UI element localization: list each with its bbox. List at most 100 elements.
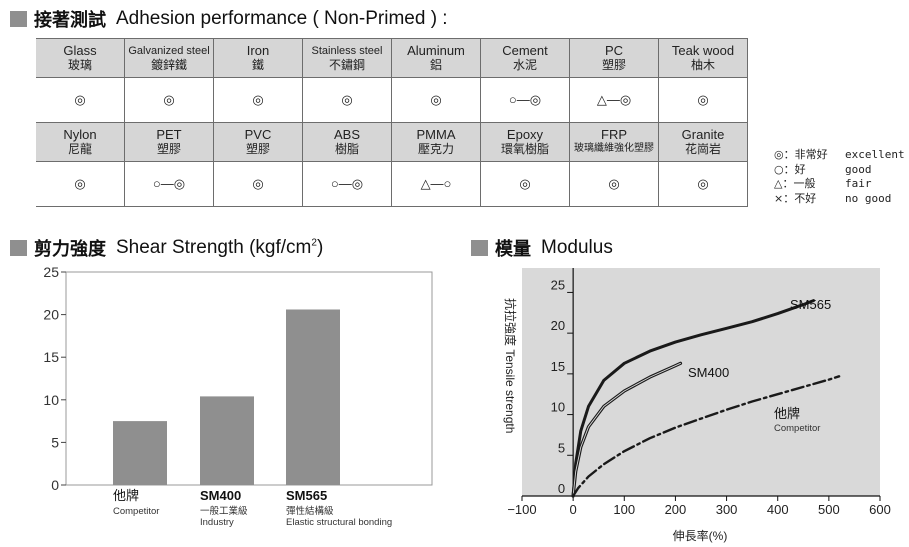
rating-cell: ○—◎	[480, 77, 570, 123]
rating-cell: ○—◎	[302, 161, 392, 207]
y-tick-label: 5	[51, 434, 59, 450]
rating-cell: ◎	[391, 77, 481, 123]
x-tick-label: 300	[716, 502, 738, 517]
material-name-zh: 水泥	[512, 58, 537, 72]
material-name-en: PET	[156, 127, 182, 142]
legend-symbol: ◎：非常好	[774, 148, 828, 161]
material-name-zh: 塑膠	[601, 58, 626, 72]
material-name-en: PMMA	[416, 127, 456, 142]
plot-background	[522, 268, 880, 496]
material-name-zh: 鍍鋅鐵	[150, 58, 187, 72]
rating-cell: ◎	[36, 161, 125, 207]
category-label: SM565	[286, 488, 327, 503]
material-name-en: Epoxy	[506, 127, 544, 142]
rating-cell: ◎	[569, 161, 659, 207]
material-cell: Glass 玻璃	[36, 38, 125, 78]
category-label: 他牌	[113, 488, 139, 503]
material-cell: Stainless steel 不鏽鋼	[302, 38, 392, 78]
material-name-zh: 塑膠	[245, 142, 270, 156]
material-name-zh: 鐵	[251, 58, 264, 72]
material-cell: PMMA 壓克力	[391, 122, 481, 162]
adhesion-table: Glass 玻璃 Galvanized steel 鍍鋅鐵 Iron 鐵 Stainless…	[36, 38, 748, 207]
legend-text: excellent	[845, 148, 905, 161]
shear-title-en: Shear Strength (kgf/cm2)	[116, 237, 324, 258]
y-tick-label: 5	[558, 440, 565, 455]
material-cell: Galvanized steel 鍍鋅鐵	[124, 38, 214, 78]
series-sublabel: Competitor	[774, 423, 820, 434]
bar	[113, 421, 167, 485]
shear-title-zh: 剪力強度	[34, 239, 106, 260]
material-name-en: PC	[604, 43, 624, 58]
section-marker	[10, 11, 27, 27]
material-name-zh: 壓克力	[417, 142, 454, 156]
rating-cell: ◎	[36, 77, 125, 123]
y-tick-label: 0	[558, 481, 565, 496]
rating-cell: △—◎	[569, 77, 659, 123]
x-tick-label: 500	[818, 502, 840, 517]
legend-item: ×：不好 no good	[774, 192, 905, 207]
rating-cell: ◎	[124, 77, 214, 123]
x-tick-label: 0	[570, 502, 577, 517]
material-name-en: Granite	[681, 127, 725, 142]
category-sublabel: 一般工業級	[200, 505, 248, 517]
material-name-zh: 玻璃	[67, 58, 92, 72]
material-name-en: Galvanized steel	[128, 45, 210, 57]
adhesion-section-title: 接著測試 Adhesion performance ( Non-Primed )…	[10, 6, 448, 32]
material-name-zh: 不鏽鋼	[328, 58, 365, 72]
rating-cell: ○—◎	[124, 161, 214, 207]
category-sublabel: Competitor	[113, 506, 159, 517]
y-axis-label: 抗拉強度 Tensile strength	[503, 298, 518, 433]
x-tick-label: 200	[665, 502, 687, 517]
series-line	[572, 362, 681, 497]
adhesion-title-en: Adhesion performance ( Non-Primed ) :	[116, 8, 448, 29]
rating-cell: ◎	[213, 161, 303, 207]
material-name-en: Nylon	[63, 127, 97, 142]
y-tick-label: 25	[43, 264, 59, 280]
material-cell: Nylon 尼龍	[36, 122, 125, 162]
legend-text: fair	[845, 177, 872, 190]
legend-symbol: ×：不好	[774, 191, 817, 205]
material-cell: PC 塑膠	[569, 38, 659, 78]
bar	[200, 396, 254, 485]
series-line	[571, 299, 815, 498]
material-name-zh: 玻璃纖維強化塑膠	[574, 143, 654, 154]
material-name-zh: 塑膠	[156, 142, 181, 156]
series-label: 他牌	[774, 406, 800, 421]
material-cell: PVC 塑膠	[213, 122, 303, 162]
material-name-zh: 花崗岩	[684, 142, 721, 156]
material-header-row: Glass 玻璃 Galvanized steel 鍍鋅鐵 Iron 鐵 Stainless…	[36, 38, 748, 78]
x-tick-label: 600	[869, 502, 891, 517]
material-name-zh: 鋁	[429, 58, 442, 72]
material-name-zh: 樹脂	[334, 142, 359, 156]
material-cell: FRP 玻璃纖維強化塑膠	[569, 122, 659, 162]
rating-row: ◎ ◎ ◎ ◎ ◎ ○—◎ △—◎ ◎	[36, 77, 748, 123]
modulus-title-zh: 模量	[495, 239, 531, 260]
x-tick-label: 400	[767, 502, 789, 517]
x-tick-label: −100	[507, 502, 536, 517]
rating-cell: ◎	[480, 161, 570, 207]
series-label: SM565	[790, 297, 831, 312]
legend-text: good	[845, 162, 872, 176]
material-name-zh: 環氧樹脂	[500, 142, 549, 156]
category-sublabel: 彈性結構級	[286, 505, 334, 517]
material-cell: Aluminum 鋁	[391, 38, 481, 78]
series-line	[571, 375, 841, 498]
legend-item: △：一般 fair	[774, 177, 905, 192]
x-axis-label: 伸長率(%)	[673, 528, 728, 543]
y-tick-label: 25	[551, 277, 565, 292]
y-tick-label: 20	[551, 318, 565, 333]
material-cell: PET 塑膠	[124, 122, 214, 162]
rating-cell: △—○	[391, 161, 481, 207]
material-name-zh: 尼龍	[67, 142, 92, 156]
material-name-en: Cement	[502, 43, 548, 58]
plot-frame	[65, 271, 433, 486]
section-marker	[471, 240, 488, 256]
category-sublabel: Elastic structural bonding	[286, 517, 392, 528]
material-name-en: Stainless steel	[311, 45, 383, 57]
section-marker	[10, 240, 27, 256]
y-tick-label: 20	[43, 307, 59, 323]
material-cell: Epoxy 環氧樹脂	[480, 122, 570, 162]
material-cell: Cement 水泥	[480, 38, 570, 78]
modulus-title-en: Modulus	[541, 237, 613, 258]
material-name-en: Iron	[246, 43, 270, 58]
